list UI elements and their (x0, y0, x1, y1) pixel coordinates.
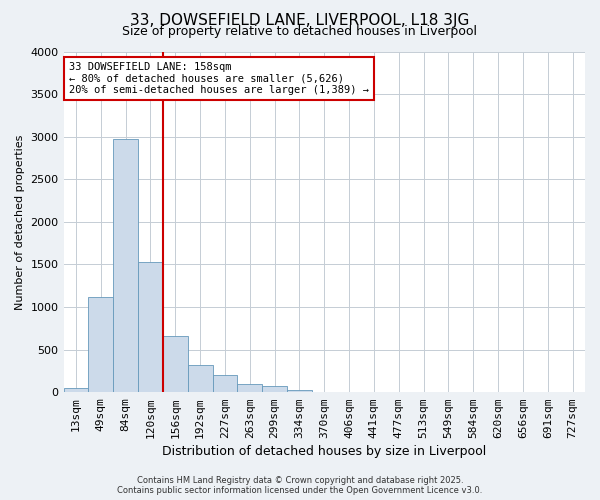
Y-axis label: Number of detached properties: Number of detached properties (15, 134, 25, 310)
X-axis label: Distribution of detached houses by size in Liverpool: Distribution of detached houses by size … (162, 444, 487, 458)
Text: Contains public sector information licensed under the Open Government Licence v3: Contains public sector information licen… (118, 486, 482, 495)
Bar (138, 262, 163, 392)
Bar (287, 390, 312, 392)
Bar (262, 386, 287, 392)
Bar (88, 297, 113, 392)
Bar (238, 384, 262, 392)
Text: 33, DOWSEFIELD LANE, LIVERPOOL, L18 3JG: 33, DOWSEFIELD LANE, LIVERPOOL, L18 3JG (130, 12, 470, 28)
Text: 33 DOWSEFIELD LANE: 158sqm
← 80% of detached houses are smaller (5,626)
20% of s: 33 DOWSEFIELD LANE: 158sqm ← 80% of deta… (69, 62, 369, 95)
Text: Contains HM Land Registry data © Crown copyright and database right 2025.: Contains HM Land Registry data © Crown c… (137, 476, 463, 485)
Bar (163, 336, 188, 392)
Bar (188, 365, 212, 392)
Text: Size of property relative to detached houses in Liverpool: Size of property relative to detached ho… (122, 25, 478, 38)
Bar (113, 139, 138, 392)
Bar (64, 388, 88, 392)
Bar (212, 375, 238, 392)
